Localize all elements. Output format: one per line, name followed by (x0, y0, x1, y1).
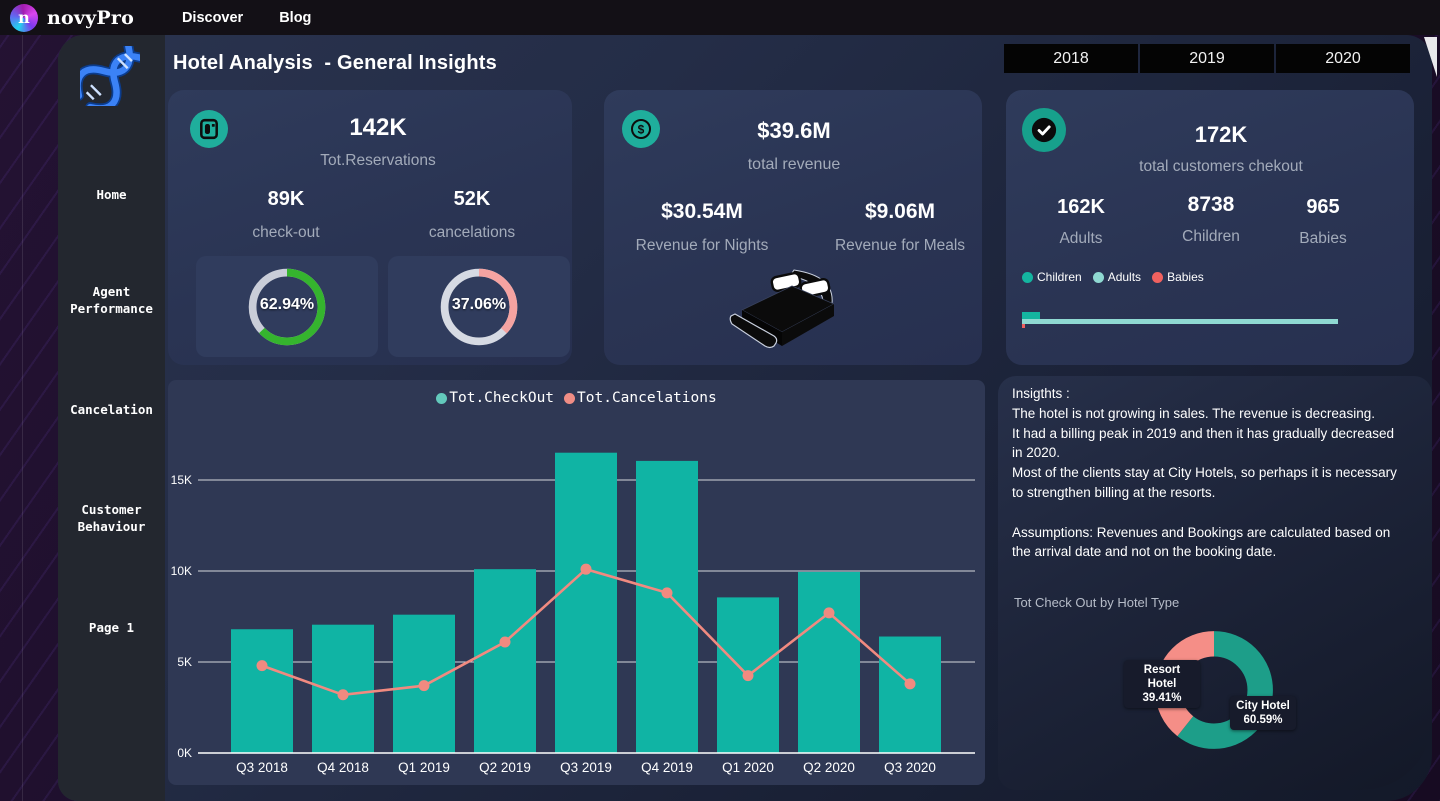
total-customers-label: total customers chekout (1139, 158, 1303, 175)
combo-bar-line-chart[interactable]: 0K 5K 10K 15K Q3 2018 Q4 2018 Q1 2019 Q2 2019 Q3… (168, 380, 985, 785)
cancelations-gauge-panel: 37.06% (388, 256, 570, 357)
babies-value: 965 (1306, 196, 1340, 218)
checkout-cancelations-chart-panel: Tot.CheckOut Tot.Cancelations 0K 5K 10K 15K… (168, 380, 985, 785)
checkout-series-dot (436, 392, 448, 404)
resort-hotel-data-label: Resort Hotel 39.41% (1124, 660, 1200, 708)
year-filter-2018[interactable]: 2018 (1004, 44, 1138, 73)
adults-legend-label: Adults (1107, 270, 1142, 284)
sidebar-item-customer-behaviour[interactable]: Customer Behaviour (77, 502, 146, 534)
total-reservations-value: 142K (349, 114, 407, 141)
cancelations-series-dot (564, 392, 576, 404)
year-filter-group: 2018 2019 2020 (1004, 44, 1410, 73)
reservations-icon (190, 110, 228, 148)
donut-chart-title: Tot Check Out by Hotel Type (1014, 595, 1180, 610)
combo-chart-legend: Tot.CheckOut Tot.Cancelations (168, 390, 985, 406)
sidebar-item-page-1[interactable]: Page 1 (88, 620, 135, 635)
report-page-nav (58, 35, 165, 801)
svg-text:Q1 2020: Q1 2020 (722, 760, 774, 775)
svg-text:Q3 2018: Q3 2018 (236, 760, 288, 775)
city-hotel-pct: 60.59% (1243, 714, 1283, 726)
bed-icon (728, 262, 860, 363)
total-revenue-label: total revenue (747, 156, 841, 173)
adults-legend-dot (1092, 271, 1104, 283)
corner-decoration (1424, 37, 1437, 77)
sidebar-item-agent-performance[interactable]: Agent Performance (70, 284, 153, 316)
checkout-value: 89K (267, 188, 305, 210)
resort-hotel-pct: 39.41% (1142, 692, 1182, 704)
svg-text:Q4 2019: Q4 2019 (641, 760, 693, 775)
total-revenue-value: $39.6M (757, 118, 831, 143)
cancelations-series-label: Tot.Cancelations (577, 390, 717, 406)
children-value: 8738 (1187, 193, 1235, 216)
customers-bar-chart[interactable] (1022, 312, 1338, 328)
dna-icon (72, 41, 145, 114)
adults-label: Adults (1059, 230, 1103, 247)
year-filter-2020[interactable]: 2020 (1276, 44, 1410, 73)
nights-revenue-value: $30.54M (661, 200, 743, 223)
svg-text:Q4 2018: Q4 2018 (317, 760, 369, 775)
svg-text:10K: 10K (171, 564, 192, 578)
checkout-label: check-out (252, 224, 320, 241)
svg-text:$: $ (638, 122, 645, 136)
insights-panel: Insigthts : The hotel is not growing in … (998, 376, 1432, 790)
meals-revenue-label: Revenue for Meals (834, 237, 966, 254)
svg-text:0K: 0K (177, 746, 192, 760)
customers-legend: Children Adults Babies (1022, 270, 1204, 284)
reservations-card: 142K Tot.Reservations 89K check-out 52K … (168, 90, 572, 365)
report-canvas: Home Agent Performance Cancelation Custo… (58, 35, 1437, 801)
children-legend-label: Children (1037, 270, 1082, 284)
checkout-gauge-panel: 62.94% (196, 256, 378, 357)
nav-blog[interactable]: Blog (279, 9, 312, 26)
babies-legend-dot (1152, 271, 1164, 283)
adults-value: 162K (1057, 196, 1105, 218)
sidebar-item-home[interactable]: Home (96, 187, 127, 202)
checkout-series-label: Tot.CheckOut (449, 390, 555, 406)
checkout-gauge[interactable] (244, 264, 330, 350)
svg-text:Q2 2019: Q2 2019 (479, 760, 531, 775)
city-hotel-data-label: City Hotel 60.59% (1230, 696, 1296, 730)
novypro-logo-icon: n (10, 3, 38, 32)
check-icon (1022, 108, 1066, 152)
cancelations-value: 52K (453, 188, 491, 210)
cancelations-gauge[interactable] (436, 264, 522, 350)
page-title: Hotel Analysis - General Insights (173, 52, 497, 74)
children-legend-dot (1022, 271, 1033, 283)
dollar-icon: $ (622, 110, 660, 148)
sidebar-item-cancelation[interactable]: Cancelation (70, 402, 153, 417)
total-reservations-label: Tot.Reservations (320, 152, 436, 169)
babies-bar (1022, 324, 1025, 328)
top-navbar: n novyPro Discover Blog (0, 0, 1440, 35)
nav-discover[interactable]: Discover (181, 9, 244, 26)
nights-revenue-label: Revenue for Nights (635, 237, 769, 254)
cancelations-gauge-value: 37.06% (451, 296, 507, 313)
svg-text:Q3 2019: Q3 2019 (560, 760, 612, 775)
customers-card: 172K total customers chekout 162K Adults… (1006, 90, 1414, 365)
babies-label: Babies (1299, 230, 1347, 247)
meals-revenue-value: $9.06M (864, 200, 936, 223)
svg-text:Q3 2020: Q3 2020 (884, 760, 936, 775)
svg-text:5K: 5K (177, 655, 192, 669)
checkout-gauge-value: 62.94% (259, 296, 315, 313)
revenue-card: $ $39.6M total revenue $30.54M Revenue f… (604, 90, 982, 365)
cancelations-label: cancelations (428, 224, 516, 241)
insights-text: Insigthts : The hotel is not growing in … (1012, 386, 1397, 560)
brand-name: novyPro (47, 6, 134, 29)
babies-legend-label: Babies (1167, 270, 1204, 284)
adults-bar (1022, 319, 1338, 324)
children-label: Children (1182, 228, 1240, 245)
children-bar (1022, 312, 1040, 319)
total-customers-value: 172K (1194, 122, 1248, 147)
svg-text:15K: 15K (171, 473, 192, 487)
svg-text:Q1 2019: Q1 2019 (398, 760, 450, 775)
resort-hotel-label: Resort Hotel (1143, 664, 1181, 690)
svg-text:Q2 2020: Q2 2020 (803, 760, 855, 775)
novypro-logo[interactable]: n novyPro (10, 3, 134, 32)
city-hotel-label: City Hotel (1236, 700, 1290, 712)
year-filter-2019[interactable]: 2019 (1140, 44, 1274, 73)
